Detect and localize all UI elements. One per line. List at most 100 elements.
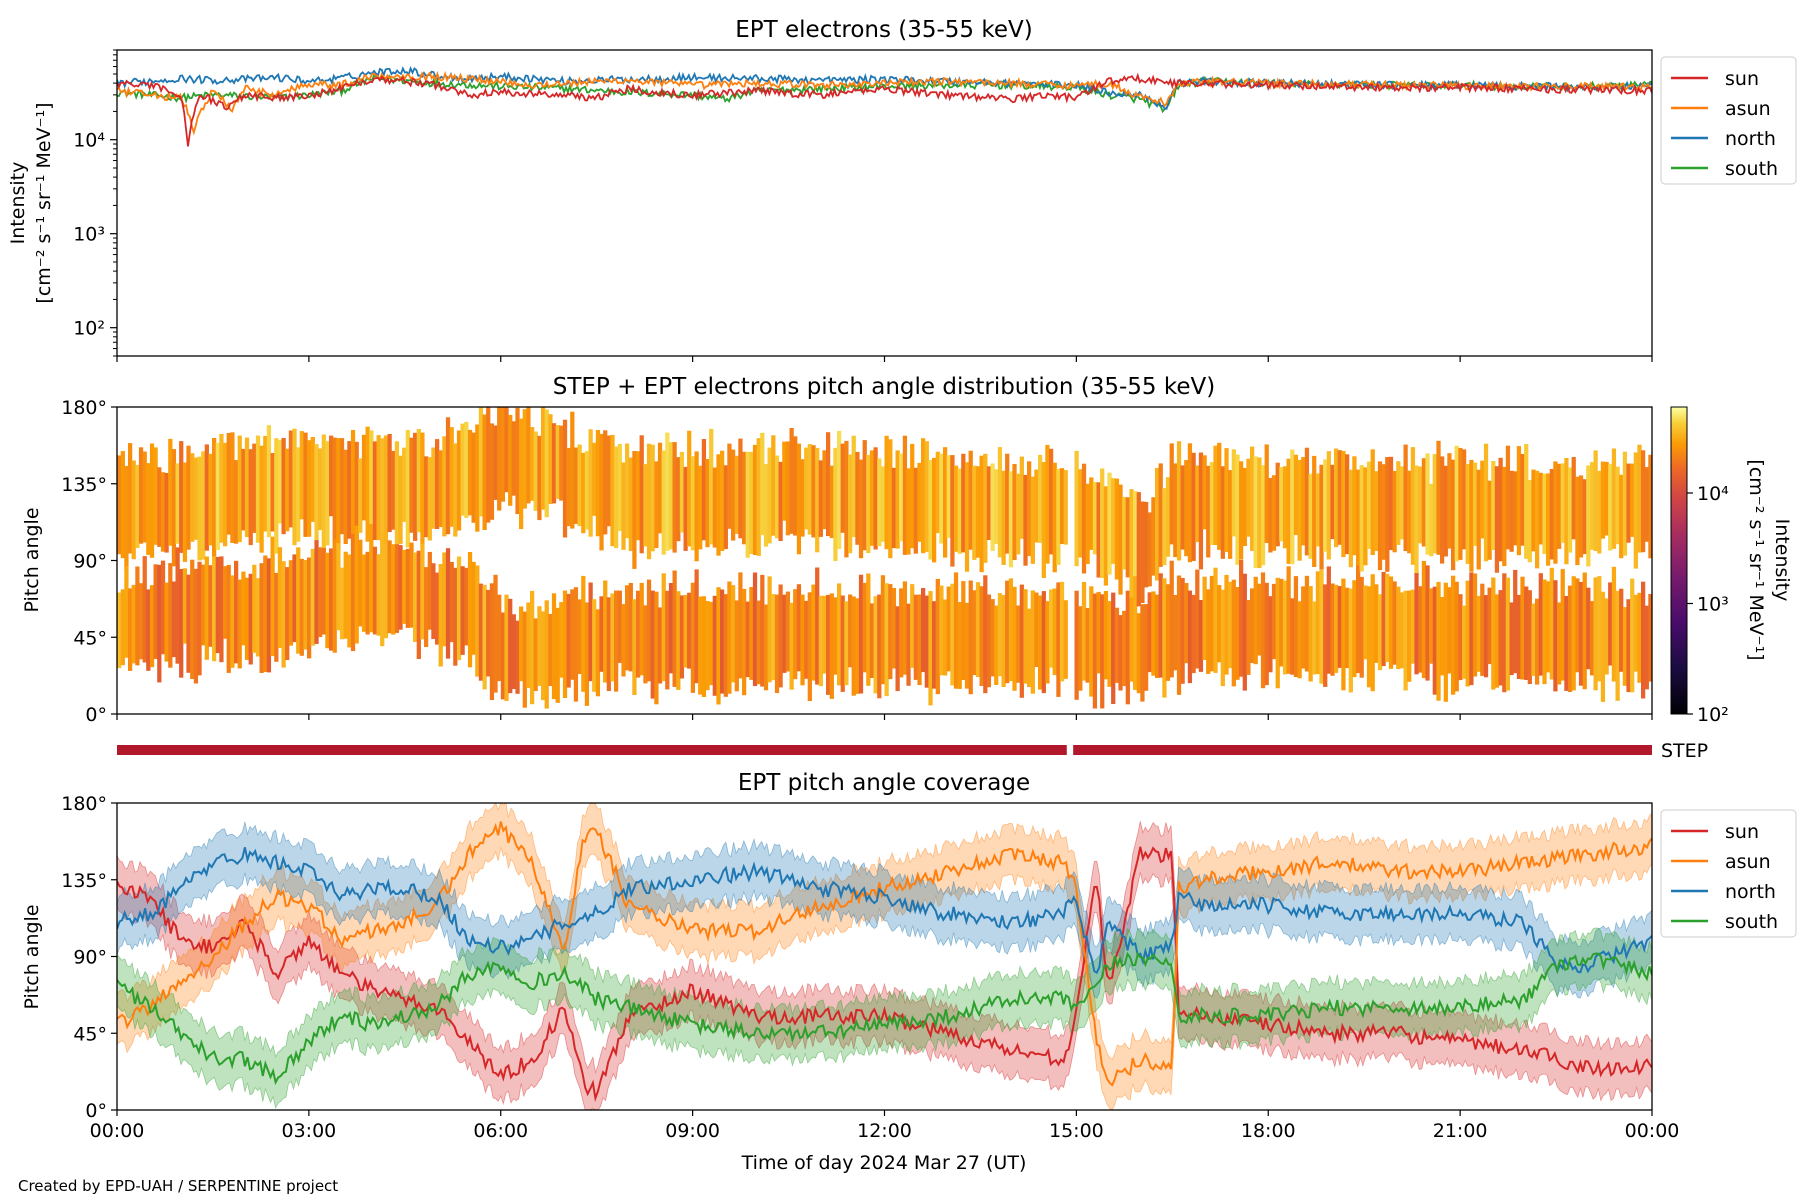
heatmap-cell bbox=[891, 467, 897, 549]
heatmap-cell bbox=[1469, 459, 1474, 572]
heatmap-cell bbox=[138, 447, 144, 544]
heatmap-cell bbox=[153, 447, 158, 545]
heatmap-cell bbox=[676, 591, 681, 690]
heatmap-cell bbox=[1520, 576, 1525, 680]
heatmap-cell bbox=[1228, 470, 1233, 559]
heatmap-cell bbox=[1648, 454, 1652, 559]
heatmap-cell bbox=[1180, 465, 1185, 550]
heatmap-cell bbox=[1184, 460, 1189, 557]
heatmap-cell bbox=[625, 585, 630, 671]
heatmap-cell bbox=[1619, 588, 1624, 672]
heatmap-cell bbox=[456, 556, 462, 661]
heatmap-cell bbox=[288, 560, 294, 646]
heatmap-cell bbox=[1125, 590, 1130, 705]
heatmap-cell bbox=[1524, 444, 1529, 559]
heatmap-cell bbox=[687, 592, 692, 669]
heatmap-cell bbox=[793, 436, 798, 536]
heatmap-cell bbox=[1465, 580, 1470, 687]
heatmap-cell bbox=[1578, 582, 1584, 686]
heatmap-cell bbox=[157, 467, 162, 547]
heatmap-cell bbox=[493, 574, 498, 693]
heatmap-cell bbox=[380, 531, 385, 647]
heatmap-cell bbox=[193, 457, 199, 540]
heatmap-cell bbox=[1323, 459, 1328, 552]
heatmap-cell bbox=[636, 451, 641, 541]
heatmap-cell bbox=[683, 594, 688, 668]
heatmap-cell bbox=[1096, 591, 1101, 674]
heatmap-cell bbox=[928, 591, 933, 706]
heatmap-cell bbox=[1407, 590, 1412, 682]
heatmap-cell bbox=[1356, 469, 1361, 566]
heatmap-cell bbox=[599, 596, 604, 672]
heatmap-cell bbox=[1140, 501, 1145, 603]
heatmap-cell bbox=[1136, 492, 1141, 607]
heatmap-cell bbox=[745, 601, 750, 678]
heatmap-cell bbox=[851, 435, 856, 538]
heatmap-cell bbox=[321, 434, 326, 551]
heatmap-cell bbox=[1286, 566, 1291, 674]
heatmap-cell bbox=[654, 591, 659, 705]
heatmap-cell bbox=[979, 455, 984, 573]
heatmap-cell bbox=[299, 431, 304, 520]
heatmap-cell bbox=[983, 453, 988, 563]
heatmap-cell bbox=[636, 590, 641, 678]
heatmap-cell bbox=[858, 459, 864, 559]
heatmap-cell bbox=[244, 437, 250, 537]
heatmap-cell bbox=[782, 441, 787, 521]
heatmap-cell bbox=[676, 457, 681, 542]
heatmap-cell bbox=[530, 427, 535, 501]
heatmap-cell bbox=[1644, 467, 1649, 542]
heatmap-cell bbox=[1513, 569, 1518, 674]
heatmap-cell bbox=[570, 411, 575, 529]
panel2-heatmap bbox=[117, 407, 1652, 709]
heatmap-cell bbox=[1509, 470, 1514, 552]
heatmap-cell bbox=[742, 451, 747, 545]
heatmap-cell bbox=[818, 595, 823, 687]
heatmap-cell bbox=[603, 430, 608, 535]
heatmap-cell bbox=[1458, 448, 1463, 560]
heatmap-cell bbox=[1582, 572, 1587, 690]
heatmap-cell bbox=[449, 427, 454, 527]
heatmap-cell bbox=[453, 443, 458, 537]
heatmap-cell bbox=[610, 593, 615, 682]
heatmap-cell bbox=[866, 573, 871, 686]
heatmap-cell bbox=[939, 585, 944, 676]
heatmap-cell bbox=[1151, 497, 1156, 576]
heatmap-cell bbox=[478, 583, 484, 681]
heatmap-cell bbox=[138, 583, 144, 660]
panel-intensity: EPT electrons (35-55 keV) 10² 10³ 10⁴ Inte… bbox=[7, 17, 1797, 362]
heatmap-cell bbox=[186, 574, 191, 673]
heatmap-cell bbox=[1162, 578, 1167, 698]
heatmap-cell bbox=[1531, 469, 1536, 552]
heatmap-cell bbox=[1271, 475, 1277, 551]
heatmap-cell bbox=[1644, 605, 1649, 690]
heatmap-cell bbox=[1549, 469, 1554, 560]
heatmap-cell bbox=[296, 447, 301, 542]
heatmap-cell bbox=[391, 544, 396, 635]
heatmap-cell bbox=[1399, 592, 1405, 669]
heatmap-cell bbox=[862, 582, 867, 673]
panel1-plot-area bbox=[117, 65, 1652, 147]
heatmap-cell bbox=[1465, 463, 1470, 564]
heatmap-cell bbox=[1472, 462, 1478, 546]
heatmap-cell bbox=[1334, 448, 1339, 548]
heatmap-cell bbox=[1038, 454, 1043, 543]
heatmap-cell bbox=[723, 594, 728, 697]
heatmap-cell bbox=[1337, 450, 1342, 545]
heatmap-cell bbox=[175, 547, 180, 664]
heatmap-cell bbox=[734, 600, 739, 692]
heatmap-cell bbox=[654, 461, 659, 548]
panel2-title: STEP + EPT electrons pitch angle distrib… bbox=[553, 374, 1215, 400]
heatmap-cell bbox=[117, 455, 122, 555]
heatmap-cell bbox=[541, 407, 546, 510]
heatmap-cell bbox=[427, 551, 432, 630]
heatmap-cell bbox=[800, 459, 805, 537]
heatmap-cell bbox=[902, 581, 908, 675]
heatmap-cell bbox=[1546, 473, 1551, 566]
heatmap-cell bbox=[248, 449, 253, 546]
heatmap-cell bbox=[559, 425, 564, 501]
heatmap-cell bbox=[1169, 443, 1174, 545]
heatmap-cell bbox=[1100, 468, 1105, 578]
heatmap-cell bbox=[1348, 588, 1353, 693]
heatmap-cell bbox=[581, 452, 586, 534]
